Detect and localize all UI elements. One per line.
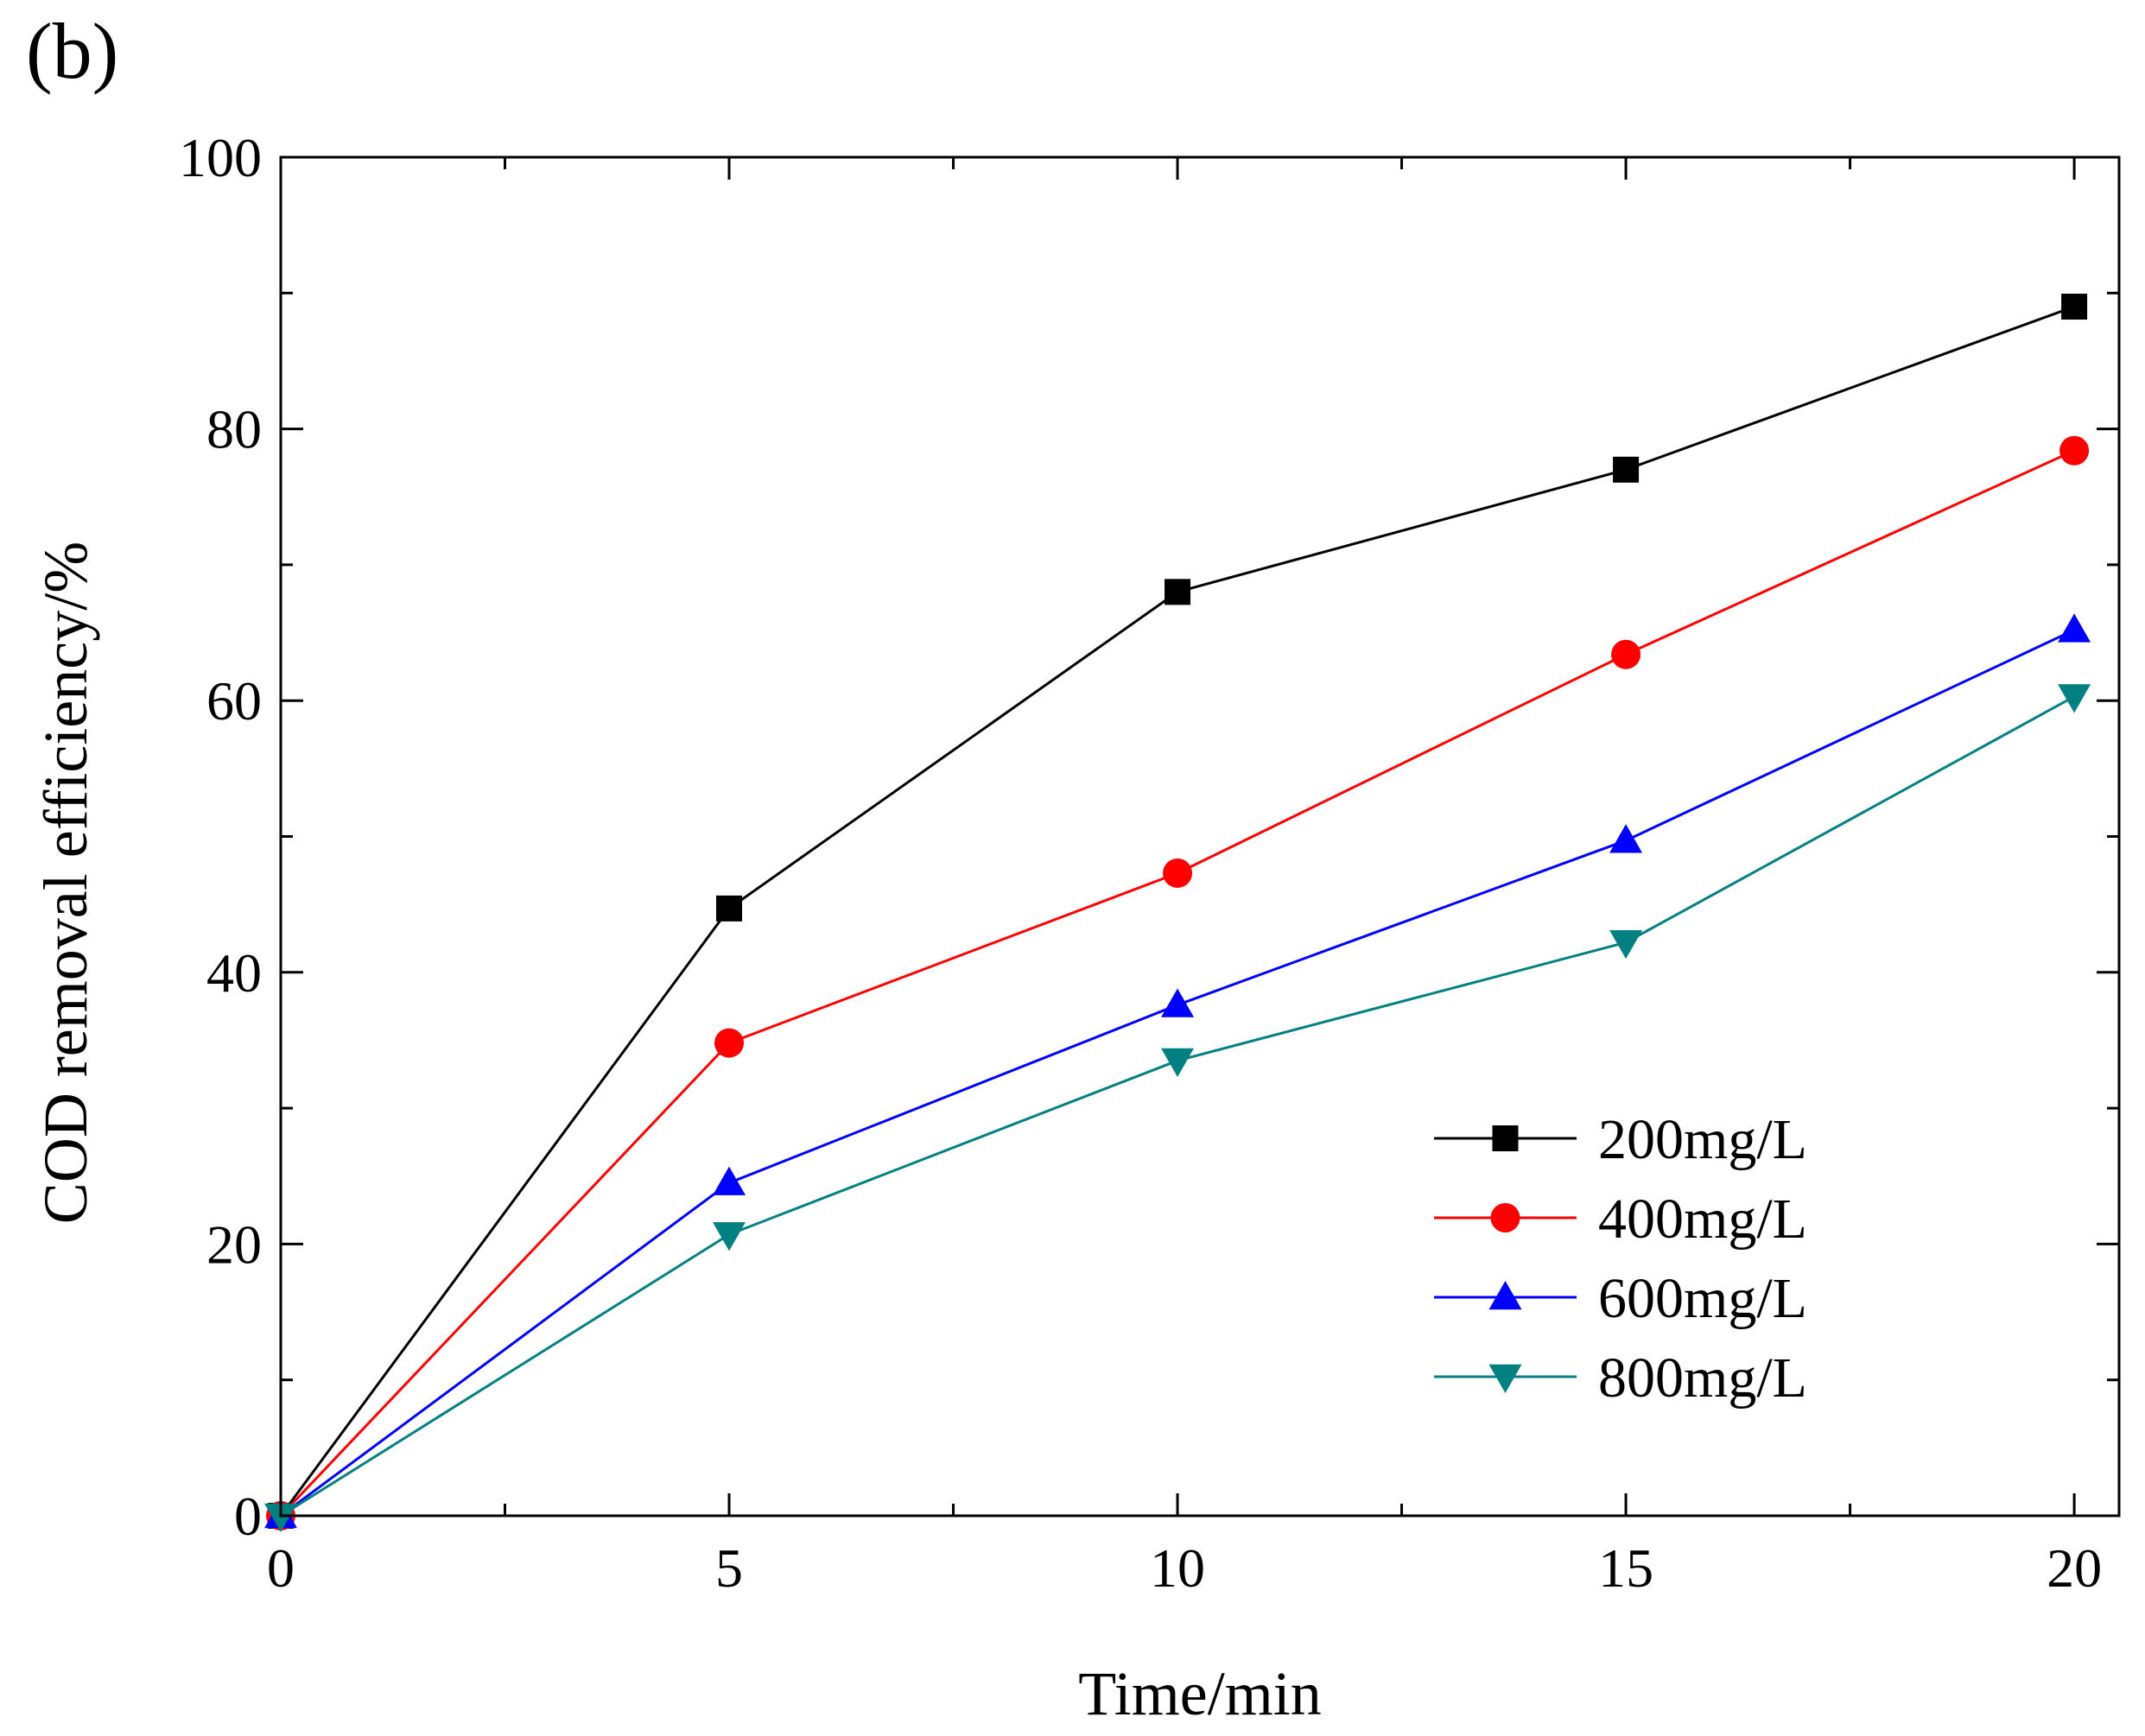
legend-marker <box>1488 1364 1522 1393</box>
y-tick-label: 80 <box>206 399 262 460</box>
x-axis-title: Time/min <box>1078 1659 1321 1728</box>
y-tick-label: 40 <box>206 942 262 1004</box>
y-tick-label: 100 <box>179 127 262 188</box>
y-tick-label: 20 <box>206 1213 262 1275</box>
data-point-marker <box>1609 824 1643 853</box>
legend-label: 600mg/L <box>1598 1267 1807 1330</box>
plot-frame <box>279 155 2121 1517</box>
data-point-marker <box>1163 858 1193 888</box>
legend-label: 400mg/L <box>1598 1188 1807 1251</box>
data-point-marker <box>1161 1048 1195 1078</box>
data-point-marker <box>2058 613 2091 643</box>
legend-item: 800mg/L <box>1434 1346 1807 1410</box>
axis-ticks: 0 5 10 15 20 0 20 40 60 80 100 <box>179 127 2119 1599</box>
data-point-marker <box>713 1222 746 1251</box>
y-tick-label: 0 <box>234 1486 262 1547</box>
legend: 200mg/L 400mg/L 600mg/L 800mg/L <box>1434 1108 1807 1410</box>
data-point-marker <box>1165 579 1191 605</box>
x-tick-label: 15 <box>1598 1537 1653 1599</box>
legend-item: 200mg/L <box>1434 1108 1807 1171</box>
data-point-marker <box>1161 988 1195 1017</box>
panel-label: (b) <box>26 7 118 95</box>
legend-marker <box>1492 1125 1519 1151</box>
x-tick-label: 5 <box>715 1537 743 1599</box>
legend-item: 400mg/L <box>1434 1188 1807 1251</box>
x-tick-label: 0 <box>267 1537 295 1599</box>
data-point-marker <box>713 1166 746 1195</box>
data-point-marker <box>716 895 743 922</box>
x-tick-label: 10 <box>1150 1537 1205 1599</box>
data-point-marker <box>1609 929 1643 960</box>
data-point-marker <box>2059 435 2090 466</box>
plot-series <box>264 294 2091 1532</box>
legend-marker <box>1488 1281 1522 1310</box>
series-800mg-l <box>264 684 2091 1532</box>
y-axis-title: COD removal efficiency/% <box>31 542 100 1224</box>
data-point-marker <box>2058 684 2091 713</box>
legend-label: 800mg/L <box>1598 1346 1807 1410</box>
data-point-marker <box>714 1028 745 1058</box>
legend-item: 600mg/L <box>1434 1267 1807 1330</box>
series-line <box>279 305 2075 1517</box>
data-point-marker <box>2061 294 2088 320</box>
data-point-marker <box>1613 456 1640 483</box>
data-point-marker <box>264 1503 297 1532</box>
data-point-marker <box>1611 639 1641 669</box>
series-200mg-l <box>268 294 2088 1529</box>
legend-marker <box>1490 1203 1520 1232</box>
legend-label: 200mg/L <box>1598 1108 1807 1171</box>
y-tick-label: 60 <box>206 670 262 732</box>
x-tick-label: 20 <box>2047 1537 2102 1599</box>
